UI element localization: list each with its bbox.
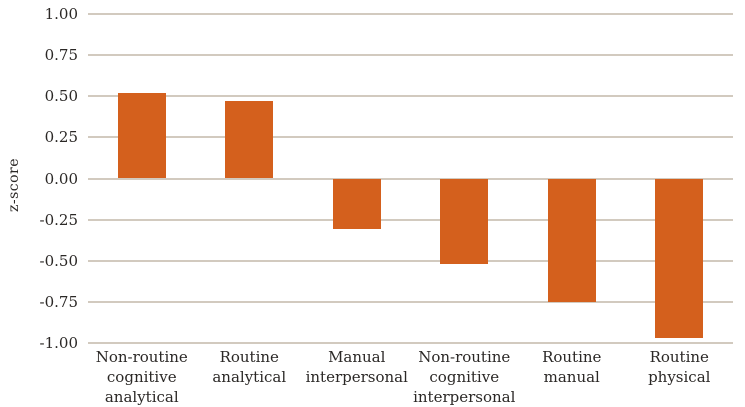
y-tick-label: 0.75 [44,46,78,65]
x-category-label: Routine physical [648,348,711,386]
gridline [88,177,733,180]
x-category-label: Non-routine cognitive analytical [95,348,188,406]
y-tick-label: 1.00 [44,5,78,23]
gridline [88,54,733,57]
gridline [88,259,733,262]
gridline [88,95,733,98]
y-tick-label: -0.75 [39,292,78,311]
y-tick-label: 0.50 [44,87,78,106]
y-tick-label: -0.50 [39,251,78,270]
bar [440,178,489,265]
x-category-label: Manual interpersonal [305,348,408,386]
x-axis-labels: Non-routine cognitive analytical Routine … [88,347,733,407]
x-category-label: Routine manual [542,348,602,386]
gridline [88,300,733,303]
bar [547,178,596,302]
x-category-label: Non-routine cognitive interpersonal [413,348,516,406]
gridline [88,218,733,221]
bar [117,92,166,179]
gridline [88,342,733,344]
y-axis-ticks: 1.00 0.75 0.50 0.25 0.00 -0.25 -0.50 -0.75 -1.00 [0,0,78,407]
x-category-label: Routine analytical [212,348,287,386]
plot-area [88,13,733,344]
bar [225,101,274,179]
bar [332,178,381,230]
gridline [88,13,733,15]
bar [655,178,704,339]
gridline [88,136,733,139]
y-tick-label: -1.00 [39,334,78,352]
y-tick-label: 0.25 [44,128,78,147]
y-tick-label: -0.25 [39,210,78,229]
y-tick-label: 0.00 [44,169,78,188]
